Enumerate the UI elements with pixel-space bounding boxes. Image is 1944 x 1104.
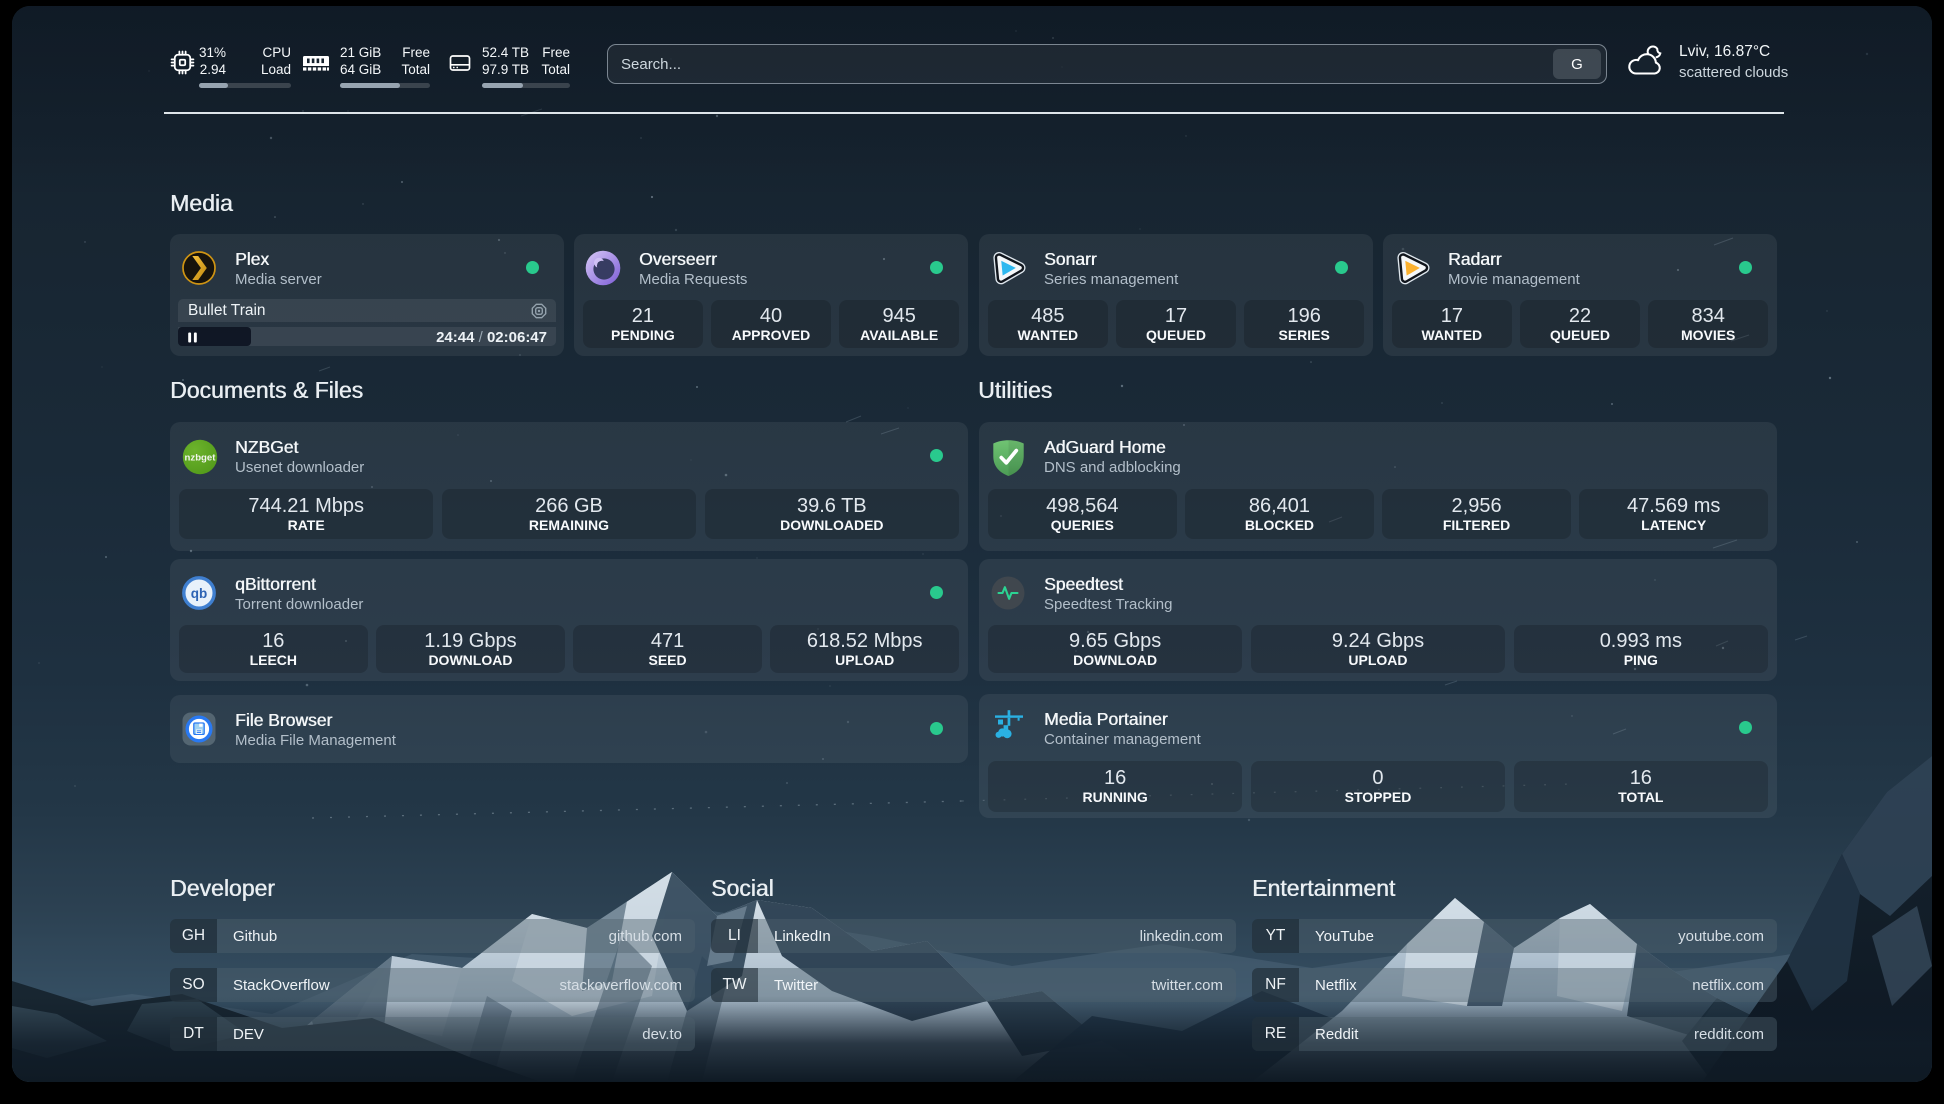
- svg-text:nzbget: nzbget: [185, 453, 217, 464]
- svg-text:qb: qb: [191, 586, 208, 601]
